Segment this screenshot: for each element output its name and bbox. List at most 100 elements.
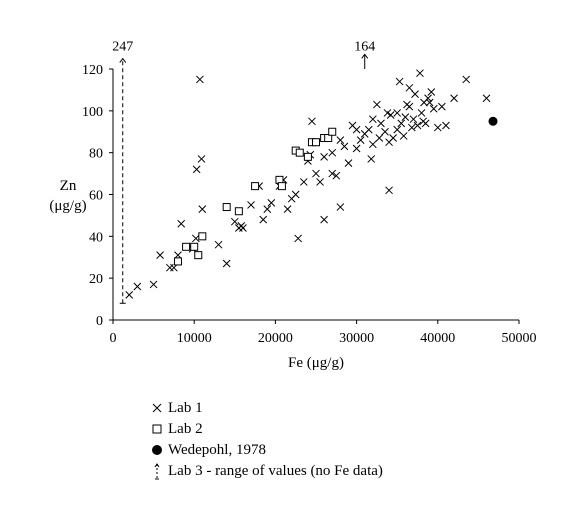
lab1-point: [316, 178, 324, 186]
lab1-point: [399, 132, 408, 140]
lab1-point: [165, 263, 174, 272]
lab1-point: [125, 291, 134, 299]
x-tick-label: 40000: [420, 331, 455, 346]
x-marker-icon: [150, 398, 164, 419]
lab2-point: [324, 134, 333, 143]
lab1-point: [429, 104, 438, 113]
lab2-point: [295, 148, 304, 157]
lab1-point: [156, 251, 164, 260]
lab1-point: [462, 75, 471, 84]
x-tick-label: 50000: [502, 331, 537, 346]
range-bar-icon: [150, 461, 164, 482]
y-tick-label: 60: [89, 189, 103, 204]
lab3-range-arrow: [361, 53, 369, 59]
lab1-point: [401, 113, 410, 121]
lab1-point: [197, 155, 206, 163]
lab1-point: [368, 140, 377, 149]
axes: [109, 68, 520, 324]
lab1-point: [356, 136, 365, 144]
lab1-point: [328, 169, 337, 178]
lab1-point: [407, 123, 416, 132]
legend-item-wedepohl: Wedepohl, 1978: [150, 440, 383, 461]
y-tick-label: 100: [82, 105, 103, 120]
legend: Lab 1 Lab 2 Wedepohl, 1978 Lab 3 - range…: [150, 398, 383, 482]
lab2-point: [303, 152, 312, 161]
lab1-point: [409, 115, 418, 124]
lab1-point: [373, 100, 381, 109]
lab2-point: [194, 251, 203, 260]
lab1-point: [367, 155, 376, 163]
lab1-point: [425, 98, 434, 107]
lab1-point: [438, 102, 446, 111]
lab1-point: [312, 169, 320, 178]
lab1-point: [239, 224, 247, 232]
x-tick-label: 0: [110, 331, 117, 346]
lab1-point: [320, 152, 328, 161]
lab1-point: [393, 109, 402, 117]
lab2-point: [190, 242, 199, 251]
tick-labels: 0 20 40 60 80 100 120 0 10000 20000 30000 40000 5000…: [82, 63, 537, 346]
lab1-point: [364, 125, 373, 134]
lab2-point: [198, 232, 207, 241]
lab1-point: [196, 75, 204, 84]
y-tick-label: 0: [96, 314, 103, 329]
lab2-point: [173, 257, 182, 266]
y-tick-label: 20: [89, 272, 103, 287]
lab1-point: [133, 282, 142, 291]
x-tick-label: 30000: [339, 331, 374, 346]
y-tick-label: 40: [89, 230, 103, 245]
lab2-point: [251, 182, 260, 191]
legend-label: Lab 2: [168, 421, 203, 437]
lab1-point: [259, 215, 268, 224]
lab1-point: [442, 121, 450, 130]
filled-circle-marker-icon: [150, 440, 164, 461]
lab1-point: [385, 186, 393, 195]
lab2-point: [328, 127, 337, 136]
lab1-point: [332, 171, 341, 180]
x-axis-title: Fe (μg/g): [288, 355, 344, 371]
lab1-point: [294, 234, 302, 243]
lab1-point: [420, 98, 428, 107]
legend-label: Lab 1: [168, 400, 203, 416]
lab1-point: [368, 115, 377, 124]
lab1-point: [299, 178, 308, 186]
annotations: 247 164: [112, 39, 375, 54]
lab1-point: [450, 94, 458, 103]
square-marker-icon: [150, 419, 164, 440]
legend-label: Lab 3 - range of values (no Fe data): [168, 463, 383, 479]
lab1-point: [198, 205, 207, 213]
y-tick-label: 120: [82, 63, 103, 78]
lab2-point: [312, 138, 320, 147]
lab1-point: [214, 240, 223, 249]
lab1-point: [393, 125, 402, 134]
lab1-point: [308, 117, 316, 126]
lab1-point: [433, 123, 442, 132]
lab1-point: [283, 205, 292, 213]
range-max-annotation: 164: [354, 39, 375, 54]
lab3-ranges: [119, 53, 369, 304]
lab1-point: [177, 219, 186, 228]
lab1-point: [191, 234, 200, 243]
lab1-point: [263, 205, 272, 213]
lab1-point: [222, 259, 231, 268]
lab1-point: [230, 217, 239, 226]
lab2-point: [182, 242, 191, 251]
legend-item-lab1: Lab 1: [150, 398, 383, 419]
data-points: [125, 69, 498, 299]
legend-item-lab3: Lab 3 - range of values (no Fe data): [150, 461, 383, 482]
lab1-point: [352, 125, 361, 134]
lab1-point: [405, 102, 414, 111]
lab1-point: [427, 88, 436, 96]
lab1-point: [149, 280, 158, 289]
x-tick-label: 20000: [258, 331, 293, 346]
lab1-point: [386, 111, 395, 119]
lab1-point: [416, 69, 424, 78]
lab1-point: [344, 159, 353, 167]
range-max-annotation: 247: [112, 39, 133, 54]
lab2-point: [277, 182, 286, 191]
lab1-point: [421, 119, 430, 128]
lab1-point: [413, 121, 422, 130]
legend-label: Wedepohl, 1978: [168, 442, 266, 458]
wedepohl-point: [488, 116, 498, 126]
lab1-point: [352, 144, 361, 153]
